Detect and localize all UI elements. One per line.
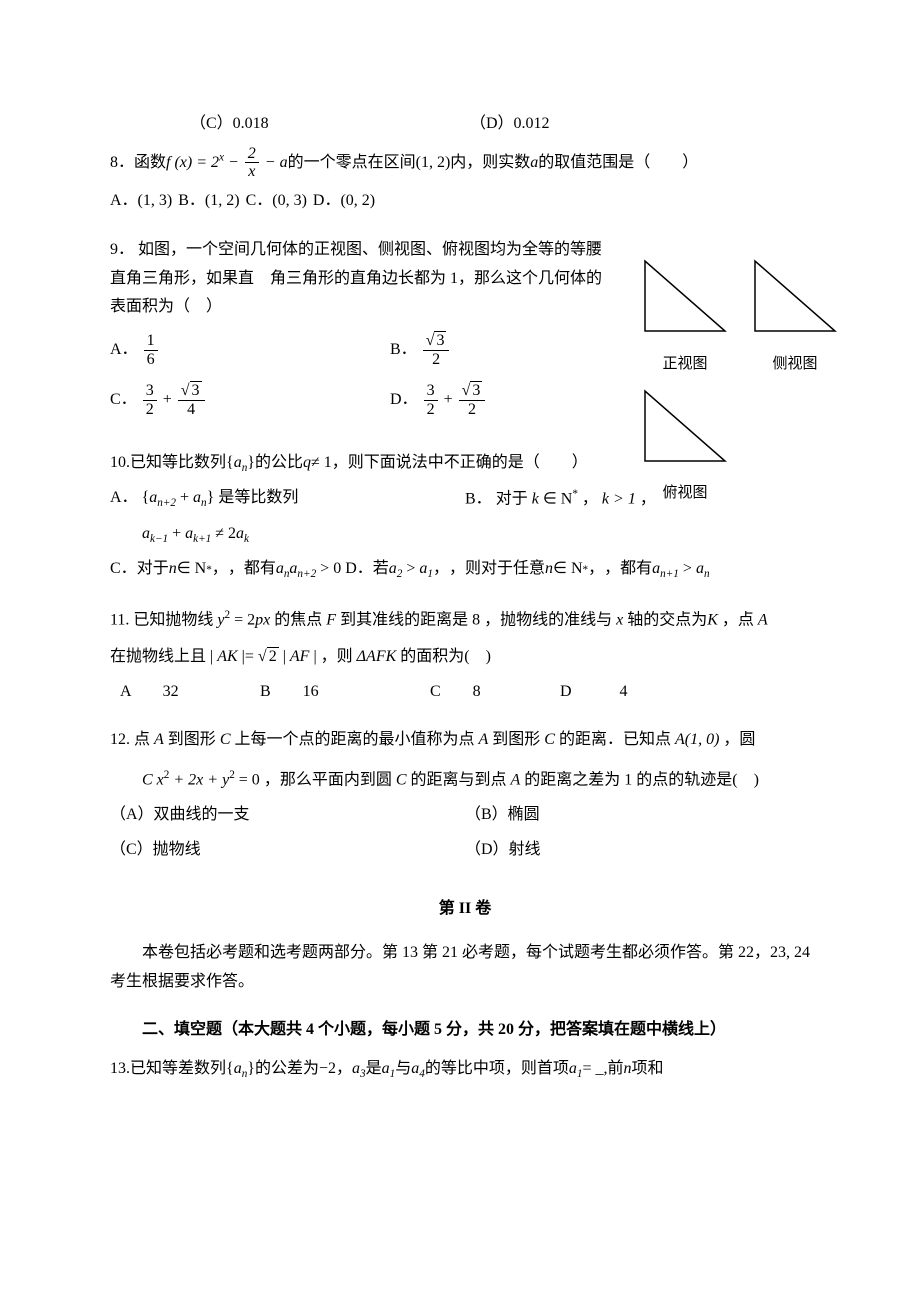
- q10: 10. 已知等比数列 {an} 的公比 q ≠ 1 ，则下面说法中不正确的是（ …: [110, 449, 820, 585]
- q12-num: 12.: [110, 731, 130, 748]
- q7-opt-d: （D）0.012: [390, 110, 550, 139]
- view-label-side: 侧视图: [750, 351, 840, 378]
- q8-text-post: 内，则实数: [450, 149, 530, 178]
- section2-title: 第 II 卷: [110, 895, 820, 924]
- q8-text-end: 的取值范围是（ ）: [538, 149, 698, 178]
- q10-a-seq: {an+2 + an}: [142, 489, 215, 506]
- q8-opt-a: A．(1, 3): [110, 187, 172, 216]
- q10-a-label: A．: [110, 489, 138, 506]
- q12: 12. 点 A 到图形 C 上每一个点的距离的最小值称为点 A 到图形 C 的距…: [110, 726, 820, 865]
- q11-c: C 8: [430, 678, 560, 707]
- q13-num: 13.: [110, 1055, 130, 1084]
- q7-options: （C）0.018 （D）0.012: [110, 110, 820, 139]
- triangle-icon: [640, 256, 730, 336]
- q10-ne1: ≠ 1: [311, 449, 332, 478]
- q9-c-label: C．: [110, 391, 137, 408]
- section2-heading: 二、填空题（本大题共 4 个小题，每小题 5 分，共 20 分，把答案填在题中横…: [110, 1016, 820, 1045]
- q8-interval: (1, 2): [416, 149, 451, 178]
- q12-d: （D）射线: [465, 836, 820, 865]
- q10-mid: 的公比: [255, 449, 303, 478]
- q8-a: a: [530, 149, 538, 178]
- q10-seq: {an}: [226, 449, 255, 478]
- q8-opt-c: C．(0, 3): [246, 187, 307, 216]
- q9-b-label: B．: [390, 341, 417, 358]
- q8: 8． 函数 f (x) = 2x − 2x − a 的一个零点在区间 (1, 2…: [110, 145, 820, 216]
- q11: 11. 已知抛物线 y2 = 2px 的焦点 F 到其准线的距离是 8 ，抛物线…: [110, 605, 820, 707]
- section2-desc: 本卷包括必考题和选考题两部分。第 13 第 21 必考题，每个试题考生都必须作答…: [110, 939, 820, 997]
- q9-d-label: D．: [390, 391, 418, 408]
- q11-a: A 32: [110, 678, 260, 707]
- q12-c: （C）抛物线: [110, 836, 465, 865]
- q12-b: （B）椭圆: [465, 801, 820, 830]
- q10-c-label: C．: [110, 555, 137, 584]
- q8-fx: f (x) = 2x − 2x − a: [166, 145, 288, 181]
- q10-b-line2: ak−1 + ak+1 ≠ 2ak: [142, 520, 249, 549]
- triangle-icon: [750, 256, 840, 336]
- q11-num: 11.: [110, 611, 129, 628]
- q10-a-text: 是等比数列: [218, 489, 298, 506]
- q13: 13. 已知等差数列 {an} 的公差为 −2 ， a3 是 a1 与 a4 的…: [110, 1055, 820, 1084]
- q8-num: 8．: [110, 149, 134, 178]
- q10-post: ，则下面说法中不正确的是（ ）: [332, 449, 588, 478]
- q9-a-label: A．: [110, 341, 138, 358]
- view-label-front: 正视图: [640, 351, 730, 378]
- q7-opt-c: （C）0.018: [110, 110, 390, 139]
- q9: 正视图 侧视图 俯视图 9． 如图，一个空间几何体的正视图、侧视图、俯视图均为全…: [110, 236, 820, 419]
- q12-a: （A）双曲线的一支: [110, 801, 465, 830]
- q9-num: 9．: [110, 241, 134, 258]
- q10-pre: 已知等比数列: [130, 449, 226, 478]
- q10-d-label: D．: [345, 555, 373, 584]
- q8-opt-b: B．(1, 2): [178, 187, 239, 216]
- q11-b: B 16: [260, 678, 430, 707]
- q8-opt-d: D．(0, 2): [313, 187, 375, 216]
- q9-text: 如图，一个空间几何体的正视图、侧视图、俯视图均为全等的等腰直角三角形，如果直 角…: [110, 241, 602, 316]
- q8-text-mid: 的一个零点在区间: [288, 149, 416, 178]
- q10-b-label: B．: [465, 490, 492, 507]
- q8-text-pre: 函数: [134, 149, 166, 178]
- q11-d: D 4: [560, 678, 628, 707]
- q10-q: q: [303, 449, 311, 478]
- q10-num: 10.: [110, 449, 130, 478]
